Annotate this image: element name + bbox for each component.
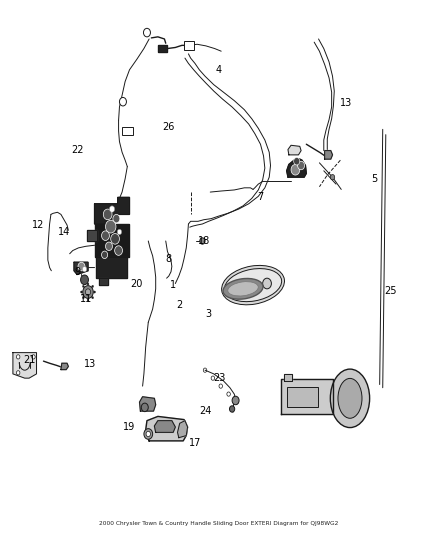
Text: 8: 8 bbox=[166, 254, 172, 263]
Text: 2: 2 bbox=[177, 300, 183, 310]
Circle shape bbox=[110, 206, 115, 212]
Text: 23: 23 bbox=[213, 373, 225, 383]
Text: 26: 26 bbox=[162, 122, 175, 132]
Circle shape bbox=[232, 396, 239, 405]
Text: 7: 7 bbox=[258, 192, 264, 203]
Polygon shape bbox=[99, 278, 108, 285]
Ellipse shape bbox=[224, 269, 282, 302]
Bar bbox=[287, 387, 318, 407]
Polygon shape bbox=[325, 151, 332, 159]
Text: 13: 13 bbox=[84, 359, 96, 369]
Circle shape bbox=[230, 406, 235, 412]
Polygon shape bbox=[177, 421, 187, 438]
Text: 1: 1 bbox=[170, 280, 176, 290]
Bar bbox=[184, 41, 194, 50]
Polygon shape bbox=[140, 397, 155, 411]
Circle shape bbox=[87, 299, 89, 301]
Polygon shape bbox=[287, 159, 306, 177]
Text: 22: 22 bbox=[71, 144, 83, 155]
Polygon shape bbox=[284, 374, 292, 381]
Circle shape bbox=[144, 28, 150, 37]
Circle shape bbox=[83, 286, 93, 298]
Ellipse shape bbox=[223, 278, 263, 299]
Circle shape bbox=[106, 220, 116, 233]
Circle shape bbox=[293, 158, 300, 165]
Text: 21: 21 bbox=[23, 354, 35, 365]
Polygon shape bbox=[74, 262, 88, 274]
Circle shape bbox=[111, 233, 120, 244]
Circle shape bbox=[82, 285, 84, 287]
Circle shape bbox=[81, 291, 82, 293]
Circle shape bbox=[92, 285, 94, 287]
Text: 14: 14 bbox=[58, 227, 70, 237]
Polygon shape bbox=[96, 257, 127, 278]
Text: 24: 24 bbox=[199, 406, 211, 416]
Polygon shape bbox=[87, 230, 97, 241]
Ellipse shape bbox=[338, 378, 362, 418]
Circle shape bbox=[92, 296, 94, 298]
Text: 4: 4 bbox=[216, 65, 222, 75]
Circle shape bbox=[87, 283, 89, 285]
Circle shape bbox=[102, 251, 108, 259]
Ellipse shape bbox=[222, 265, 284, 305]
Text: 18: 18 bbox=[198, 236, 210, 246]
Text: 17: 17 bbox=[189, 438, 201, 448]
Circle shape bbox=[330, 174, 335, 180]
Circle shape bbox=[103, 209, 112, 220]
Text: 20: 20 bbox=[130, 279, 142, 288]
Text: 9: 9 bbox=[74, 267, 80, 277]
Circle shape bbox=[113, 214, 120, 223]
Polygon shape bbox=[95, 197, 130, 224]
Circle shape bbox=[85, 289, 91, 295]
Text: 19: 19 bbox=[124, 422, 136, 432]
Text: 13: 13 bbox=[339, 98, 352, 108]
Ellipse shape bbox=[228, 281, 258, 296]
Polygon shape bbox=[146, 416, 187, 441]
Polygon shape bbox=[281, 379, 333, 414]
Circle shape bbox=[263, 278, 272, 289]
Circle shape bbox=[120, 98, 127, 106]
Text: 11: 11 bbox=[80, 294, 92, 304]
Ellipse shape bbox=[330, 369, 370, 427]
Polygon shape bbox=[154, 421, 175, 432]
Text: 3: 3 bbox=[205, 309, 211, 319]
Polygon shape bbox=[95, 224, 130, 257]
Circle shape bbox=[82, 296, 84, 298]
Polygon shape bbox=[288, 146, 301, 155]
Bar bbox=[122, 127, 133, 135]
Text: 12: 12 bbox=[32, 220, 44, 230]
Text: 5: 5 bbox=[371, 174, 377, 184]
Text: 25: 25 bbox=[384, 286, 397, 296]
Polygon shape bbox=[158, 45, 167, 52]
Circle shape bbox=[291, 165, 300, 175]
Circle shape bbox=[16, 370, 20, 375]
Circle shape bbox=[297, 161, 304, 169]
Circle shape bbox=[117, 229, 122, 235]
Circle shape bbox=[78, 262, 85, 271]
Polygon shape bbox=[61, 364, 68, 369]
Circle shape bbox=[141, 403, 148, 411]
Circle shape bbox=[32, 355, 35, 359]
Circle shape bbox=[200, 238, 205, 244]
Circle shape bbox=[115, 246, 123, 255]
Circle shape bbox=[81, 275, 88, 285]
Polygon shape bbox=[13, 353, 36, 378]
Text: 2000 Chrysler Town & Country Handle Sliding Door EXTERI Diagram for QJ98WG2: 2000 Chrysler Town & Country Handle Slid… bbox=[99, 521, 339, 526]
Circle shape bbox=[102, 231, 110, 240]
Circle shape bbox=[16, 355, 20, 359]
Circle shape bbox=[94, 291, 95, 293]
Circle shape bbox=[82, 266, 87, 272]
Circle shape bbox=[144, 429, 152, 439]
Circle shape bbox=[106, 242, 113, 251]
Circle shape bbox=[146, 431, 150, 437]
